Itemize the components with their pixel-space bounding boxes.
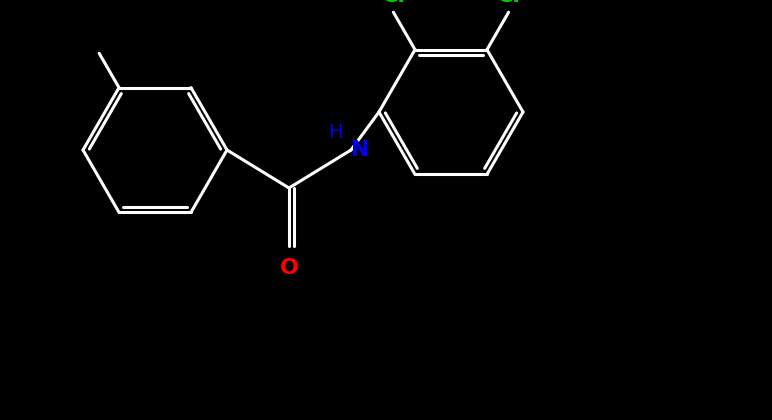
Text: Cl: Cl — [381, 0, 405, 6]
Text: Cl: Cl — [496, 0, 520, 6]
Text: N: N — [351, 140, 370, 160]
Text: H: H — [329, 123, 343, 142]
Text: O: O — [279, 258, 299, 278]
